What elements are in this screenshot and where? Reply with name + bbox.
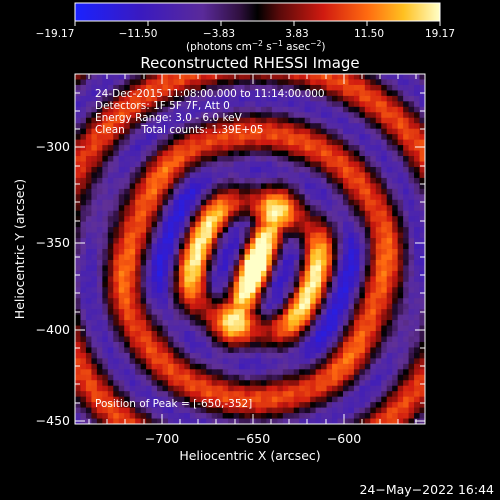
y-axis-label: Heliocentric Y (arcsec)	[12, 179, 27, 319]
x-tick-label: −700	[145, 431, 179, 446]
x-tick-label: −600	[327, 431, 361, 446]
colorbar-tick-label: 3.83	[285, 28, 308, 40]
colorbar-tick-label: −11.50	[119, 28, 158, 40]
plot-frame	[74, 73, 426, 425]
x-tick-label: −650	[236, 431, 270, 446]
x-axis-label: Heliocentric X (arcsec)	[179, 448, 320, 463]
axis-ticks	[75, 74, 425, 424]
colorbar-tick-label: −3.83	[203, 28, 235, 40]
colorbar-tick-label: 11.50	[354, 28, 384, 40]
colorbar-ticks	[74, 21, 441, 26]
y-tick-label: −400	[36, 322, 70, 337]
peak-position-label: Position of Peak = [-650,-352]	[95, 398, 252, 410]
info-detectors: Detectors: 1F 5F 7F, Att 0	[95, 100, 230, 112]
footer-timestamp: 24−May−2022 16:44	[359, 482, 494, 497]
colorbar-tick-label: −19.17	[36, 28, 75, 40]
colorbar-units: (photons cm−2 s−1 asec−2)	[186, 39, 325, 53]
y-tick-label: −450	[36, 413, 70, 428]
colorbar	[74, 2, 441, 22]
y-tick-label: −300	[36, 139, 70, 154]
info-clean-counts: Clean Total counts: 1.39E+05	[95, 124, 264, 136]
info-time-range: 24-Dec-2015 11:08:00.000 to 11:14:00.000	[95, 88, 325, 100]
y-tick-label: −350	[36, 235, 70, 250]
rhessi-image	[75, 74, 426, 425]
colorbar-tick-label: 19.17	[425, 28, 455, 40]
image-title: Reconstructed RHESSI Image	[140, 54, 359, 72]
info-energy-range: Energy Range: 3.0 - 6.0 keV	[95, 112, 243, 124]
